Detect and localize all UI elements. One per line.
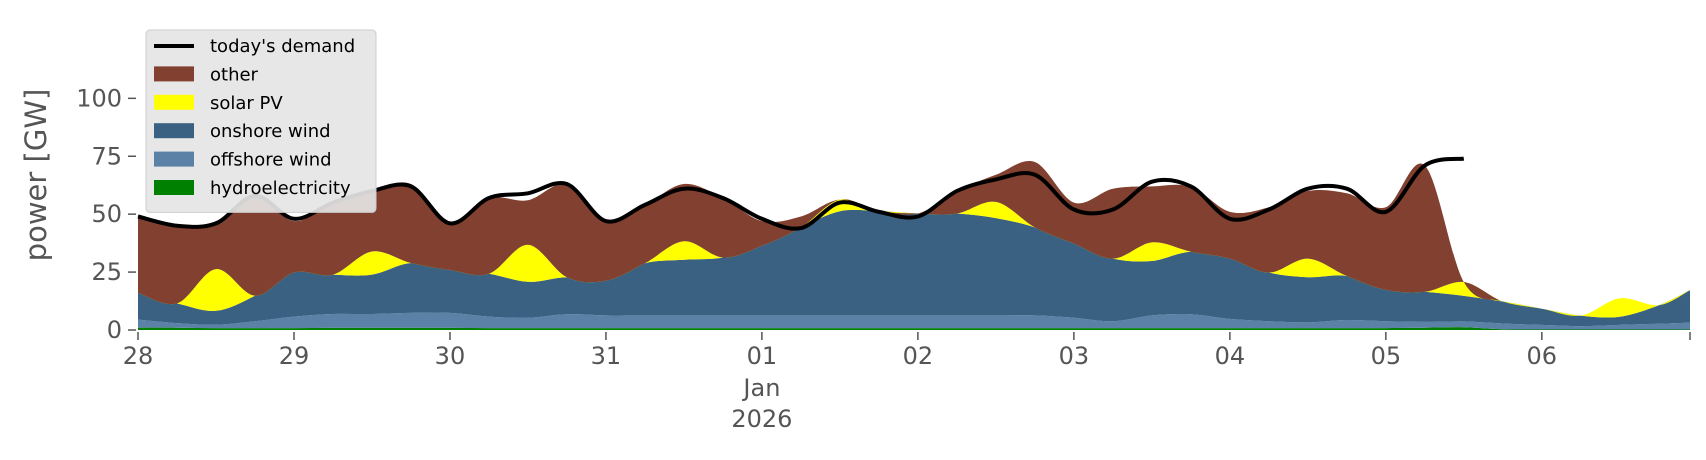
legend-label-solar-pv: solar PV [210,93,283,114]
legend-swatch-solar-pv [154,94,194,110]
x-tick-label-01: 01 [747,342,778,370]
y-tick-label-0: 0 [107,316,122,344]
y-axis: 0 25 50 75 100 [76,84,136,344]
x-tick-label-03: 03 [1059,342,1090,370]
area-onshore-wind [138,209,1690,327]
y-axis-label: power [GW] [19,89,53,262]
x-tick-label-29: 29 [279,342,310,370]
x-tick-label-28: 28 [123,342,154,370]
x-tick-label-31: 31 [591,342,622,370]
legend-label-onshore-wind: onshore wind [210,121,331,142]
stacked-areas [138,161,1690,330]
area-other [138,161,1690,316]
legend-label-offshore-wind: offshore wind [210,150,332,171]
x-sublabel-0: Jan [741,374,780,402]
x-tick-label-05: 05 [1371,342,1402,370]
x-tick-label-06: 06 [1527,342,1558,370]
x-axis: 28 29 30 31 01 02 03 04 05 06 Jan 2026 [123,332,1691,433]
legend-label-hydroelectricity: hydroelectricity [210,178,351,199]
x-sublabel-1: 2026 [731,405,792,433]
x-tick-label-02: 02 [903,342,934,370]
y-tick-label-25: 25 [91,258,122,286]
legend: today's demand other solar PV onshore wind o… [145,29,377,213]
legend-swatch-onshore-wind [154,123,194,139]
y-tick-label-75: 75 [91,142,122,170]
legend-label-other: other [210,64,259,85]
x-tick-label-30: 30 [435,342,466,370]
legend-label-today-s-demand: today's demand [210,36,355,57]
area-hydroelectricity [138,327,1690,330]
y-tick-label-50: 50 [91,200,122,228]
legend-swatch-hydroelectricity [154,180,194,195]
legend-swatch-other [154,66,194,82]
legend-swatch-offshore-wind [154,151,194,167]
y-tick-label-100: 100 [76,84,122,112]
legend-frame [145,29,377,213]
area-offshore-wind [138,312,1690,330]
x-tick-label-04: 04 [1215,342,1246,370]
